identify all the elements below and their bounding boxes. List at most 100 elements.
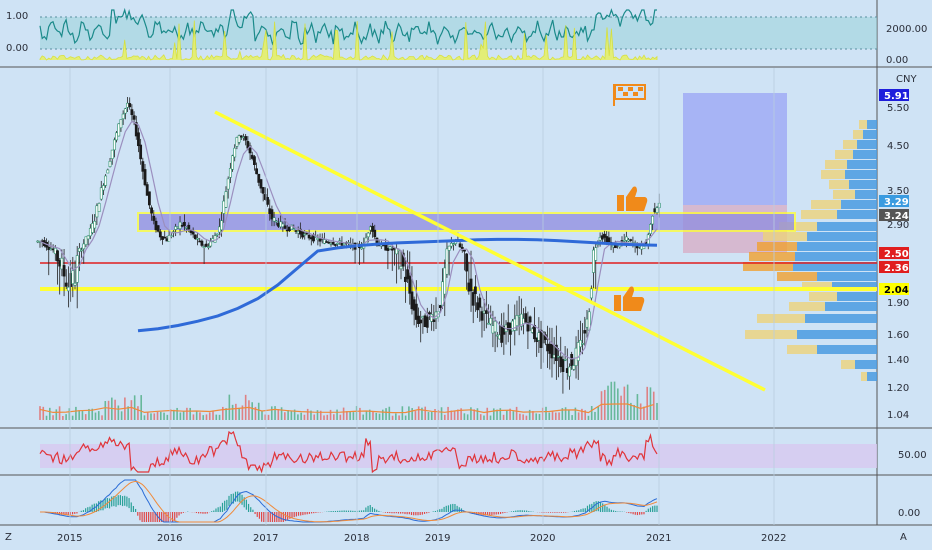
top-right-tick: 0.00	[886, 55, 908, 66]
macd-bar	[345, 510, 347, 512]
volume-bar	[548, 412, 551, 420]
candle-body	[126, 102, 129, 108]
top-left-tick: 0.00	[6, 43, 28, 54]
macd-bar	[274, 512, 276, 522]
macd-bar	[584, 508, 586, 512]
volume-bar	[398, 415, 400, 420]
candle-body	[421, 316, 425, 319]
candle-body	[581, 343, 585, 345]
macd-bar	[143, 512, 145, 522]
candle-body	[561, 359, 565, 372]
candle-body	[460, 246, 464, 251]
volume-bar	[274, 406, 276, 420]
rsi-tick: 50.00	[898, 450, 927, 461]
candle-body	[524, 313, 528, 323]
candle-body	[218, 226, 221, 233]
macd-bar	[134, 508, 137, 512]
volume-bar	[427, 412, 430, 420]
top-indicator-line	[39, 7, 657, 46]
candle-body	[614, 245, 617, 249]
volume-bar	[561, 408, 564, 420]
macd-bar	[226, 499, 228, 510]
volume-bar	[411, 408, 413, 420]
macd-bar	[552, 512, 554, 513]
volume-bar	[515, 406, 518, 420]
volume-bar	[607, 385, 609, 420]
volume-bar	[313, 414, 316, 420]
volume-bar	[284, 412, 286, 420]
candle-body	[530, 328, 534, 333]
macd-signal-line	[40, 480, 658, 523]
candle-body	[307, 234, 311, 239]
macd-bar	[517, 510, 519, 512]
price-tick: 2.90	[887, 220, 909, 231]
macd-histogram	[45, 491, 658, 522]
price-tick: 1.20	[887, 383, 909, 394]
volume-bar	[502, 414, 505, 420]
candle-body	[546, 343, 550, 352]
candle-body	[441, 281, 444, 306]
volume-bar	[231, 404, 234, 420]
volume-bar	[202, 415, 205, 420]
macd-bar	[219, 506, 221, 512]
macd-bar	[434, 510, 437, 512]
candle-body	[215, 233, 219, 236]
macd-bar	[647, 508, 649, 512]
macd-bar	[443, 506, 445, 512]
volume-bar	[365, 411, 368, 420]
candle-body	[202, 246, 206, 249]
x-tick: 2021	[646, 533, 671, 544]
volume-bar	[329, 409, 332, 420]
candle-body	[651, 215, 655, 225]
candle-body	[629, 239, 633, 241]
macd-bar	[289, 512, 291, 519]
volume-bar	[254, 406, 257, 420]
volume-bar	[163, 412, 165, 420]
volume-bar	[633, 404, 635, 420]
macd-bar	[180, 512, 182, 514]
volume-bar	[395, 413, 397, 420]
volume-bar	[385, 408, 387, 420]
macd-bar	[308, 512, 310, 514]
volume-bar	[460, 408, 462, 420]
macd-bar	[152, 512, 154, 522]
candle-body	[277, 222, 280, 227]
volume-bar	[375, 412, 378, 420]
corner-label-left[interactable]: Z	[5, 532, 12, 543]
macd-bar	[367, 505, 369, 512]
macd-bar	[406, 512, 408, 515]
volume-bar	[215, 414, 218, 420]
corner-label-right[interactable]: A	[900, 532, 907, 543]
volume-bar	[114, 399, 116, 420]
macd-bar	[215, 508, 217, 512]
macd-bar	[510, 511, 513, 512]
candle-body	[469, 278, 473, 292]
candle-body	[128, 103, 132, 108]
candle-body	[137, 132, 140, 147]
price-badge: 2.50	[879, 247, 909, 260]
macd-bar	[612, 510, 615, 512]
candle-body	[511, 320, 514, 332]
volume-bar	[483, 415, 485, 420]
volume-profile	[743, 120, 877, 381]
profile-bar-blue	[847, 160, 877, 169]
macd-bar	[360, 510, 363, 512]
macd-bar	[582, 508, 584, 512]
macd-bar	[369, 505, 371, 512]
price-tick: 1.90	[887, 298, 909, 309]
volume-bar	[362, 414, 364, 420]
volume-bar	[84, 414, 87, 420]
macd-bar	[295, 512, 297, 517]
macd-bar	[117, 495, 119, 506]
profile-bar-yellow	[853, 130, 863, 139]
macd-bar	[204, 512, 206, 514]
volume-bar	[590, 406, 593, 420]
macd-bar	[452, 503, 454, 512]
volume-bar	[169, 409, 172, 420]
macd-bar	[387, 512, 389, 513]
volume-bar	[48, 407, 51, 420]
macd-bar	[358, 510, 360, 512]
top-panel-axis: 1.00 0.00 2000.00 0.00	[6, 11, 927, 66]
macd-bar	[639, 512, 641, 515]
